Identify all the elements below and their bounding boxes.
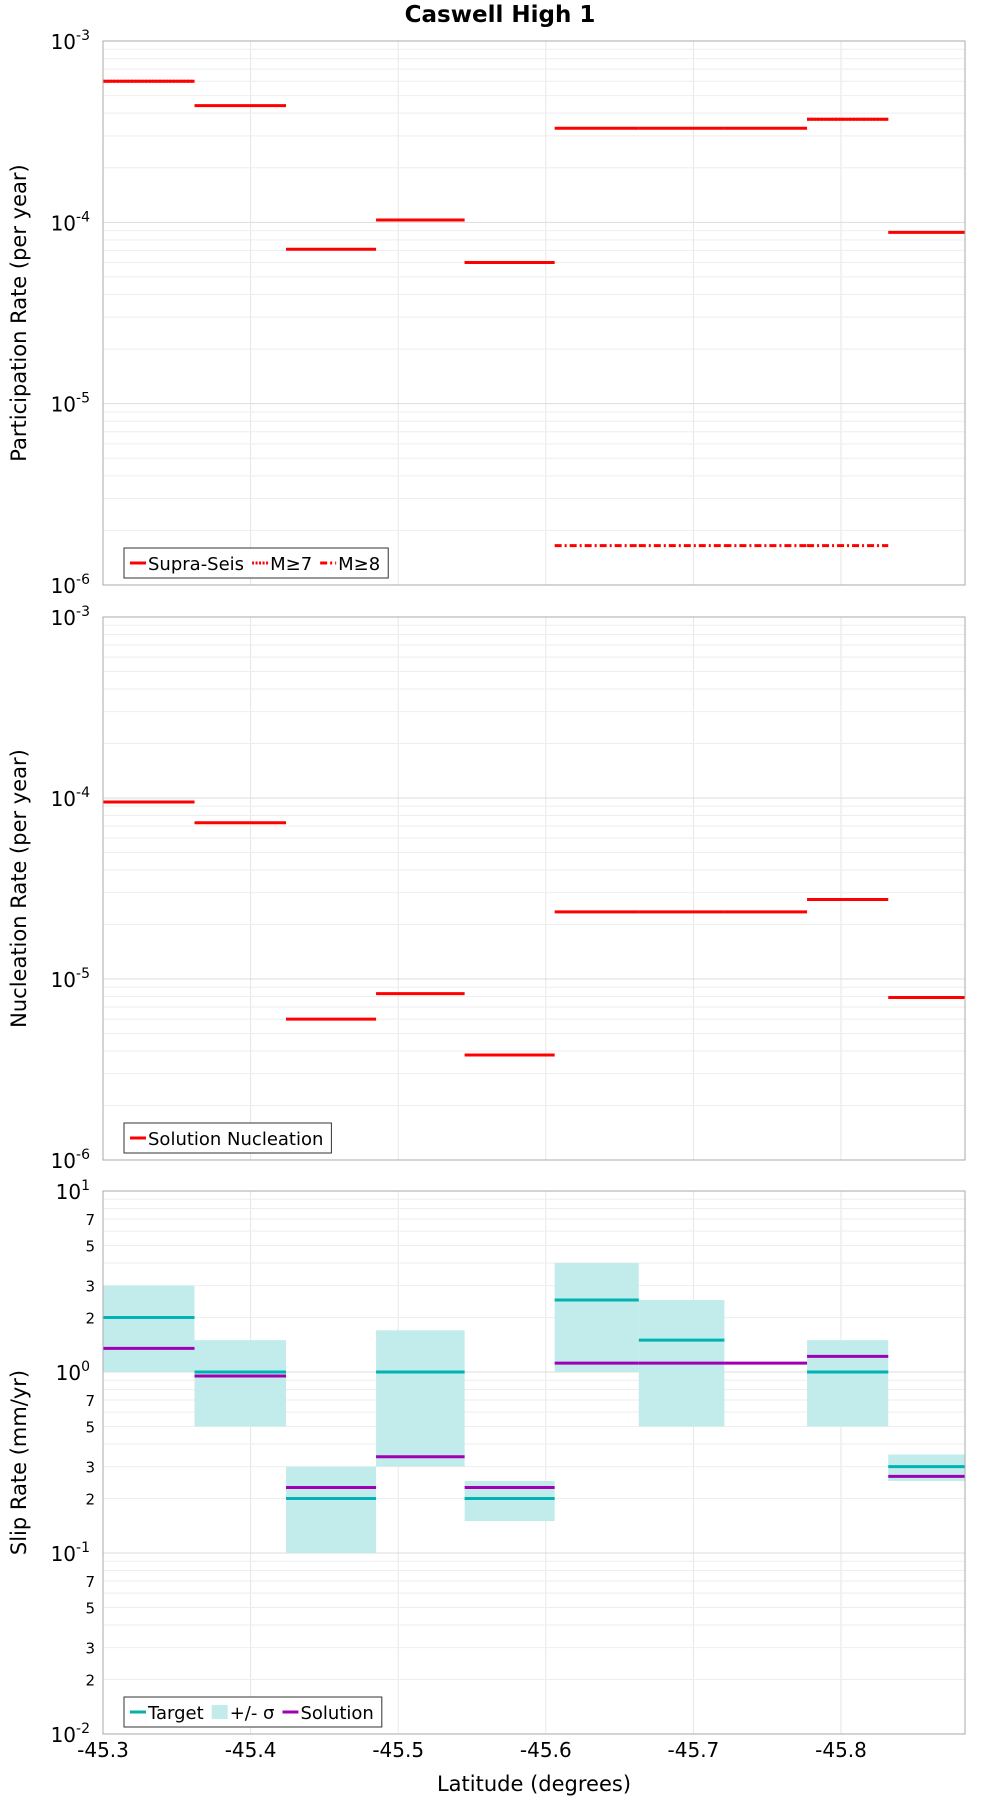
y-tick-label: 10-2	[51, 1721, 90, 1747]
x-tick-label: -45.6	[520, 1738, 572, 1762]
sigma-band	[194, 1340, 287, 1427]
y-minor-tick-label: 3	[85, 1640, 95, 1658]
y-minor-tick-label: 2	[85, 1672, 95, 1690]
y-minor-tick-label: 5	[85, 1599, 95, 1617]
y-tick-label: 10-5	[51, 966, 90, 992]
x-tick-label: -45.8	[815, 1738, 867, 1762]
y-tick-label: 10-6	[51, 1147, 91, 1173]
legend: Supra-Seis M≥7 M≥8	[123, 547, 389, 579]
participation-rate-panel: 10-6 10-5 10-4 10-3 Participation Rate (per …	[7, 28, 966, 598]
y-tick-label: 10-5	[51, 391, 90, 417]
y-axis-label: Participation Rate (per year)	[7, 164, 31, 461]
plot-frame	[102, 1190, 966, 1735]
legend-label: Solution	[300, 1703, 373, 1724]
plot-area	[103, 41, 965, 585]
y-tick-label: 10-6	[51, 572, 91, 598]
x-tick-label: -45.3	[77, 1738, 129, 1762]
x-tick-label: -45.7	[668, 1738, 720, 1762]
slip-rate-panel: 10-2 10-1 100 101 2 3 5 7 2 3 5 7 2 3 5 7 Slip Rate (mm/…	[7, 1178, 966, 1762]
y-minor-tick-label: 2	[85, 1491, 95, 1509]
y-tick-label: 101	[56, 1178, 90, 1204]
y-minor-tick-label: 3	[85, 1278, 95, 1296]
sigma-band	[286, 1466, 377, 1553]
plot-frame	[102, 40, 966, 586]
y-tick-label: 100	[56, 1359, 90, 1385]
legend-swatch	[211, 1705, 228, 1719]
legend-label: +/- σ	[230, 1703, 275, 1724]
y-minor-tick-label: 7	[85, 1392, 95, 1410]
y-tick-label: 10-4	[51, 785, 91, 811]
y-tick-label: 10-4	[51, 209, 91, 235]
legend-label: Solution Nucleation	[148, 1129, 323, 1150]
legend-label: Target	[147, 1703, 204, 1724]
y-axis-label: Slip Rate (mm/yr)	[7, 1370, 31, 1555]
x-tick-label: -45.4	[225, 1738, 277, 1762]
y-minor-tick-label: 7	[85, 1573, 95, 1591]
legend: Target +/- σ Solution	[123, 1696, 383, 1728]
plot-frame	[102, 616, 966, 1161]
legend-box	[123, 1122, 332, 1154]
legend: Solution Nucleation	[123, 1122, 332, 1154]
y-axis-label: Nucleation Rate (per year)	[7, 749, 31, 1028]
legend-label: M≥7	[270, 554, 312, 575]
y-minor-tick-label: 2	[85, 1310, 95, 1328]
x-tick-label: -45.5	[372, 1738, 424, 1762]
y-tick-label: 10-1	[51, 1540, 90, 1566]
y-minor-tick-label: 3	[85, 1459, 95, 1477]
sigma-band	[554, 1263, 639, 1372]
y-minor-tick-label: 5	[85, 1237, 95, 1255]
legend-label: Supra-Seis	[148, 554, 244, 575]
nucleation-rate-panel: 10-6 10-5 10-4 10-3 Nucleation Rate (per yea…	[7, 604, 966, 1173]
y-tick-label: 10-3	[51, 28, 90, 54]
legend-label: M≥8	[338, 554, 380, 575]
sigma-band	[103, 1285, 195, 1372]
y-minor-tick-label: 7	[85, 1211, 95, 1229]
y-tick-label: 10-3	[51, 604, 90, 630]
plot-area	[103, 1191, 965, 1734]
legend-box	[123, 547, 389, 579]
sigma-band	[376, 1330, 465, 1467]
legend-box	[123, 1696, 383, 1728]
chart-title: Caswell High 1	[405, 2, 596, 28]
x-axis-label: Latitude (degrees)	[437, 1772, 631, 1796]
y-minor-tick-label: 5	[85, 1418, 95, 1436]
sigma-band	[807, 1340, 889, 1427]
plot-area	[103, 617, 965, 1160]
